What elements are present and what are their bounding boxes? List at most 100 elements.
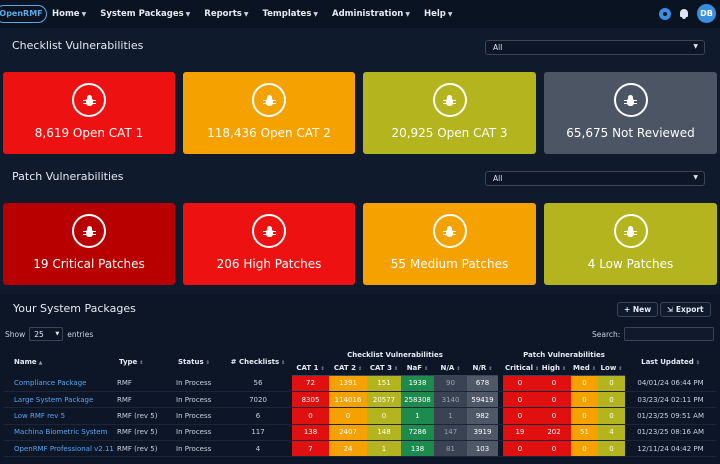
col-cat3[interactable]: CAT 3 ⇕ (367, 362, 401, 376)
cell-naf: 1938 (401, 375, 434, 392)
card-open-cat3[interactable]: 20,925 Open CAT 3 (363, 72, 536, 154)
cell-med: 0 (571, 375, 598, 392)
gear-icon[interactable] (659, 7, 671, 20)
cell-cat3: 20577 (367, 391, 401, 409)
card-label: 20,925 Open CAT 3 (391, 126, 508, 140)
sort-icon: ⇕ (139, 359, 144, 366)
col-na[interactable]: N/A ⇕ (434, 362, 467, 376)
card-high-patches[interactable]: 206 High Patches (183, 203, 355, 285)
cell-cat2: 0 (329, 407, 367, 425)
col-low[interactable]: Low ⇕ (598, 362, 626, 376)
col-type[interactable]: Type ⇕ (119, 357, 144, 366)
app-logo[interactable]: OpenRMF (0, 2, 47, 26)
bug-icon (252, 83, 286, 117)
card-open-cat2[interactable]: 118,436 Open CAT 2 (183, 72, 355, 154)
card-critical-patches[interactable]: 19 Critical Patches (3, 203, 175, 285)
table-row[interactable]: Compliance Package RMF In Process 56 72 1391 1… (4, 375, 717, 392)
nav-system-packages[interactable]: System Packages ▼ (100, 9, 191, 19)
col-high[interactable]: High ⇕ (537, 362, 571, 376)
sort-icon: ⇕ (488, 366, 493, 373)
card-low-patches[interactable]: 4 Low Patches (544, 203, 717, 285)
sort-icon: ⇕ (618, 366, 623, 373)
cell-naf: 1 (401, 407, 434, 425)
card-medium-patches[interactable]: 55 Medium Patches (363, 203, 536, 285)
checklist-filter-select[interactable]: All ▼ (485, 40, 705, 55)
cell-med: 0 (571, 407, 598, 425)
col-status[interactable]: Status ⇕ (178, 357, 210, 366)
col-cat1[interactable]: CAT 1 ⇕ (292, 362, 329, 376)
chevron-down-icon: ▼ (693, 174, 698, 181)
logo-text: OpenRMF (0, 5, 47, 23)
cell-cat3: 148 (367, 424, 401, 442)
card-not-reviewed[interactable]: 65,675 Not Reviewed (544, 72, 717, 154)
table-row[interactable]: Large System Package RMF In Process 7020 830… (4, 391, 717, 409)
bug-icon (432, 83, 467, 117)
col-last-updated[interactable]: Last Updated ⇕ (641, 357, 700, 366)
cell-cat2: 2407 (329, 424, 367, 442)
show-label: Show (5, 329, 26, 339)
new-package-button[interactable]: + New (617, 302, 659, 317)
nav-home[interactable]: Home ▼ (52, 9, 87, 19)
cell-cat3: 1 (367, 440, 401, 458)
avatar[interactable]: DB (697, 4, 716, 23)
package-name-link[interactable]: OpenRMF Professional v2.11 (4, 440, 115, 458)
checklist-section-title: Checklist Vulnerabilities (12, 39, 144, 52)
table-row[interactable]: Machina Biometric System RMF (rev 5) In Pr… (4, 424, 717, 442)
col-cat2[interactable]: CAT 2 ⇕ (329, 362, 367, 376)
sort-icon: ⇕ (562, 366, 567, 373)
nav-administration[interactable]: Administration ▼ (332, 9, 410, 19)
export-button[interactable]: ⇲ Export (660, 302, 711, 317)
sort-icon: ⇕ (205, 359, 210, 366)
nav-reports[interactable]: Reports ▼ (204, 9, 249, 19)
col-checklists[interactable]: # Checklists ⇕ (230, 357, 286, 366)
page-length-value: 25 (34, 330, 44, 339)
package-type: RMF (115, 391, 174, 409)
col-naf[interactable]: NaF ⇕ (401, 362, 434, 376)
nav-help[interactable]: Help ▼ (423, 9, 453, 19)
package-type: RMF (115, 375, 174, 392)
package-name-link[interactable]: Machina Biometric System (4, 424, 115, 442)
chevron-down-icon: ▼ (185, 10, 191, 18)
search-input[interactable] (624, 327, 714, 341)
page-length-select[interactable]: 25 ▼ (29, 327, 64, 341)
patch-filter-select[interactable]: All ▼ (485, 171, 705, 186)
package-status: In Process (174, 391, 224, 409)
col-critical[interactable]: Critical ⇕ (503, 362, 539, 376)
cell-low: 0 (598, 440, 626, 458)
package-last-updated: 01/23/25 09:51 AM (625, 407, 717, 425)
page-length-control: Show 25 ▼ entries (5, 327, 93, 341)
cell-cat2: 114016 (329, 391, 367, 409)
cell-high: 0 (537, 440, 571, 458)
table-row[interactable]: Low RMF rev 5 RMF (rev 5) In Process 6 0 0 0 1 1… (4, 407, 717, 425)
sort-icon: ⇕ (456, 366, 461, 373)
cell-high: 0 (537, 375, 571, 392)
card-label: 19 Critical Patches (33, 257, 145, 271)
col-nr[interactable]: N/R ⇕ (467, 362, 498, 376)
package-name-link[interactable]: Compliance Package (4, 375, 115, 392)
table-row[interactable]: OpenRMF Professional v2.11 RMF (rev 5) In … (4, 440, 717, 458)
cell-cat2: 1391 (329, 375, 367, 392)
cell-cat1: 138 (292, 424, 329, 442)
bell-icon[interactable] (678, 8, 690, 20)
package-name-link[interactable]: Low RMF rev 5 (4, 407, 115, 425)
chevron-down-icon: ▼ (243, 10, 249, 18)
package-checklist-count: 117 (224, 424, 292, 442)
cell-na: 90 (434, 375, 467, 392)
cell-critical: 19 (503, 424, 537, 442)
cell-na: 147 (434, 424, 467, 442)
card-open-cat1[interactable]: 8,619 Open CAT 1 (3, 72, 175, 154)
cell-naf: 7286 (401, 424, 434, 442)
chevron-down-icon: ▼ (405, 10, 410, 18)
package-status: In Process (174, 440, 224, 458)
cell-naf: 258308 (401, 391, 434, 409)
card-label: 8,619 Open CAT 1 (34, 126, 144, 140)
cell-nr: 59419 (467, 391, 498, 409)
sort-asc-icon: ▲ (38, 359, 43, 366)
cell-nr: 3919 (467, 424, 498, 442)
col-name[interactable]: Name ▲ (14, 357, 43, 366)
package-name-link[interactable]: Large System Package (4, 391, 115, 409)
cell-nr: 982 (467, 407, 498, 425)
nav-templates[interactable]: Templates ▼ (262, 9, 319, 19)
col-med[interactable]: Med ⇕ (571, 362, 598, 376)
card-label: 206 High Patches (216, 257, 322, 271)
